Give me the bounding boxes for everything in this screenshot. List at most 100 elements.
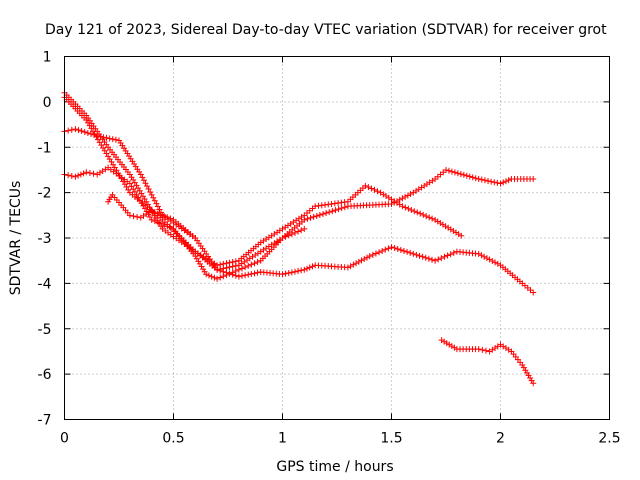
data-point (235, 266, 242, 273)
data-point (434, 218, 441, 225)
data-point (254, 258, 261, 265)
data-point (361, 255, 368, 262)
data-point (285, 232, 292, 239)
data-point (229, 263, 236, 270)
data-point (393, 198, 400, 205)
data-point (203, 271, 210, 278)
data-point (310, 213, 317, 220)
data-point (154, 203, 161, 210)
data-point (309, 263, 316, 270)
data-point (365, 184, 372, 191)
data-point (347, 263, 354, 270)
series-A (61, 94, 465, 269)
data-point (394, 246, 401, 253)
data-point (94, 132, 101, 139)
data-point (323, 210, 330, 217)
data-point (161, 212, 168, 219)
data-point (358, 257, 365, 264)
data-point (139, 174, 146, 181)
data-point (97, 133, 104, 140)
data-point (298, 227, 305, 234)
data-point (469, 174, 476, 181)
data-point (530, 176, 537, 183)
data-point (502, 178, 509, 185)
data-point (379, 247, 386, 254)
grid (64, 56, 610, 420)
data-point (399, 195, 406, 202)
data-point (153, 200, 160, 207)
data-point (413, 251, 420, 258)
data-point (423, 213, 430, 220)
data-point (458, 232, 465, 239)
data-point (248, 261, 255, 268)
data-point (295, 228, 302, 235)
data-point (301, 266, 308, 273)
data-point (407, 249, 414, 256)
y-tick-label: -1 (38, 140, 52, 156)
data-point (447, 251, 454, 258)
data-point (304, 265, 311, 272)
data-point (109, 136, 116, 143)
data-point (239, 272, 246, 279)
data-point (68, 172, 75, 179)
data-point (530, 380, 537, 387)
data-point (242, 264, 249, 271)
data-point (350, 261, 357, 268)
data-point (223, 271, 230, 278)
y-tick-label: -3 (38, 231, 52, 247)
data-point (439, 221, 446, 228)
data-point (205, 272, 212, 279)
data-point (372, 250, 379, 257)
x-tick-label: 1 (278, 431, 287, 447)
data-point (148, 207, 155, 214)
data-point (335, 206, 342, 213)
data-point (497, 180, 504, 187)
data-point (148, 216, 155, 223)
data-point (369, 251, 376, 258)
data-point (112, 136, 119, 143)
data-point (167, 215, 174, 222)
chart-title: Day 121 of 2023, Sidereal Day-to-day VTE… (45, 22, 607, 38)
data-point (279, 271, 286, 278)
data-point (151, 197, 158, 204)
data-point (425, 255, 432, 262)
data-point (80, 170, 87, 177)
data-point (140, 177, 147, 184)
data-point (142, 180, 149, 187)
data-point (145, 186, 152, 193)
data-point (126, 212, 133, 219)
data-point (245, 271, 252, 278)
data-point (420, 211, 427, 218)
data-point (192, 235, 199, 241)
data-point (463, 172, 470, 179)
data-point (87, 130, 94, 137)
data-point (442, 223, 449, 230)
data-point (229, 269, 236, 276)
data-point (217, 267, 224, 274)
data-point (451, 169, 458, 176)
data-point (460, 171, 467, 178)
x-tick-label: 2 (496, 431, 505, 447)
data-point (242, 272, 249, 279)
data-point (491, 179, 498, 186)
data-point (428, 256, 435, 263)
data-point (313, 212, 320, 219)
x-axis-label: GPS time / hours (276, 459, 393, 475)
data-point (481, 177, 488, 184)
data-point (232, 262, 239, 269)
data-point (422, 254, 429, 261)
data-point (416, 252, 423, 259)
data-point (72, 173, 79, 180)
data-point (144, 183, 151, 190)
data-point (251, 260, 258, 267)
plot-frame (64, 56, 610, 420)
data-point (103, 134, 110, 141)
data-point (475, 346, 482, 353)
data-point (447, 226, 454, 233)
data-point (288, 231, 295, 238)
data-point (376, 249, 383, 256)
data-point (65, 127, 72, 134)
data-point (489, 257, 496, 264)
data-point (279, 235, 286, 241)
data-point (485, 177, 492, 184)
